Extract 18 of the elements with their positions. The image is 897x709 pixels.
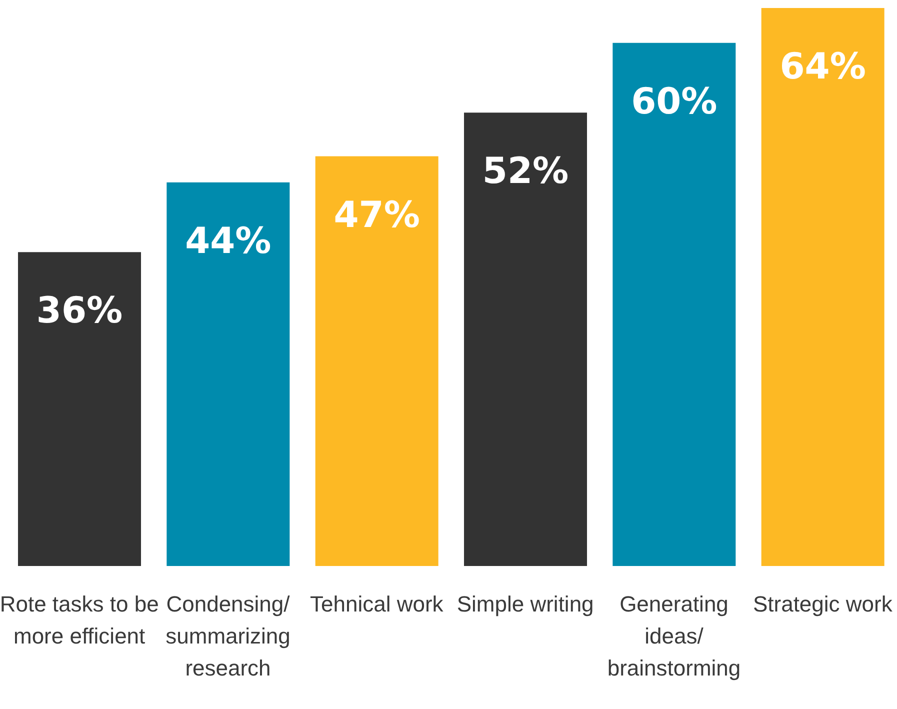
data-label: 60%	[631, 81, 718, 122]
x-tick-label: Simple writing	[456, 592, 594, 617]
x-tick-label: Strategic work	[752, 592, 894, 617]
data-label: 36%	[36, 290, 123, 332]
data-label: 64%	[780, 46, 866, 88]
bar	[18, 252, 141, 566]
data-label: 52%	[482, 151, 569, 192]
x-tick-label: Tehnical work	[310, 592, 444, 617]
bar	[166, 182, 290, 566]
x-tick-label: Generating ideas/ brainstorming	[607, 592, 741, 681]
x-tick-label: Condensing/ summarizing research	[166, 592, 291, 681]
x-tick-label: Rote tasks to be more efficient	[0, 592, 159, 649]
bar	[761, 8, 884, 566]
bar	[315, 156, 438, 566]
data-label: 44%	[185, 220, 272, 262]
bar	[612, 42, 736, 566]
data-label: 47%	[334, 194, 420, 236]
bar	[464, 112, 587, 566]
